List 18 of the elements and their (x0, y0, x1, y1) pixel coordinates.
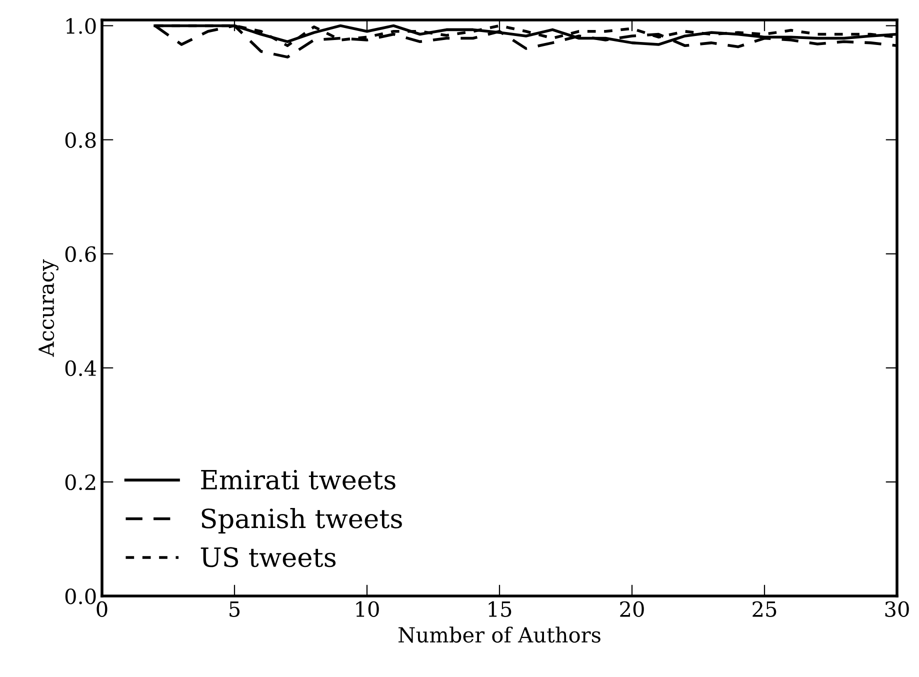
x-tick-label: 30 (885, 601, 909, 617)
y-tick-label: 0.2 (65, 474, 96, 490)
x-tick-label: 15 (488, 601, 512, 617)
y-tick-label: 1.0 (66, 18, 96, 34)
x-tick-label: 5 (230, 602, 240, 617)
legend-label: US tweets (200, 547, 336, 568)
x-tick-label: 10 (356, 601, 379, 617)
y-axis-title: Accuracy (38, 259, 58, 357)
legend-label: Spanish tweets (202, 508, 402, 534)
legend-label: Emirati tweets (201, 470, 396, 490)
y-tick-label: 0.8 (65, 132, 96, 148)
y-tick-label: 0.0 (65, 588, 96, 604)
y-tick-label: 0.4 (65, 360, 96, 376)
y-tick-label: 0.6 (65, 246, 96, 262)
x-tick-label: 25 (752, 601, 776, 617)
x-axis-title: Number of Authors (398, 626, 600, 643)
x-tick-label: 0 (96, 601, 108, 617)
x-tick-label: 20 (620, 601, 644, 617)
